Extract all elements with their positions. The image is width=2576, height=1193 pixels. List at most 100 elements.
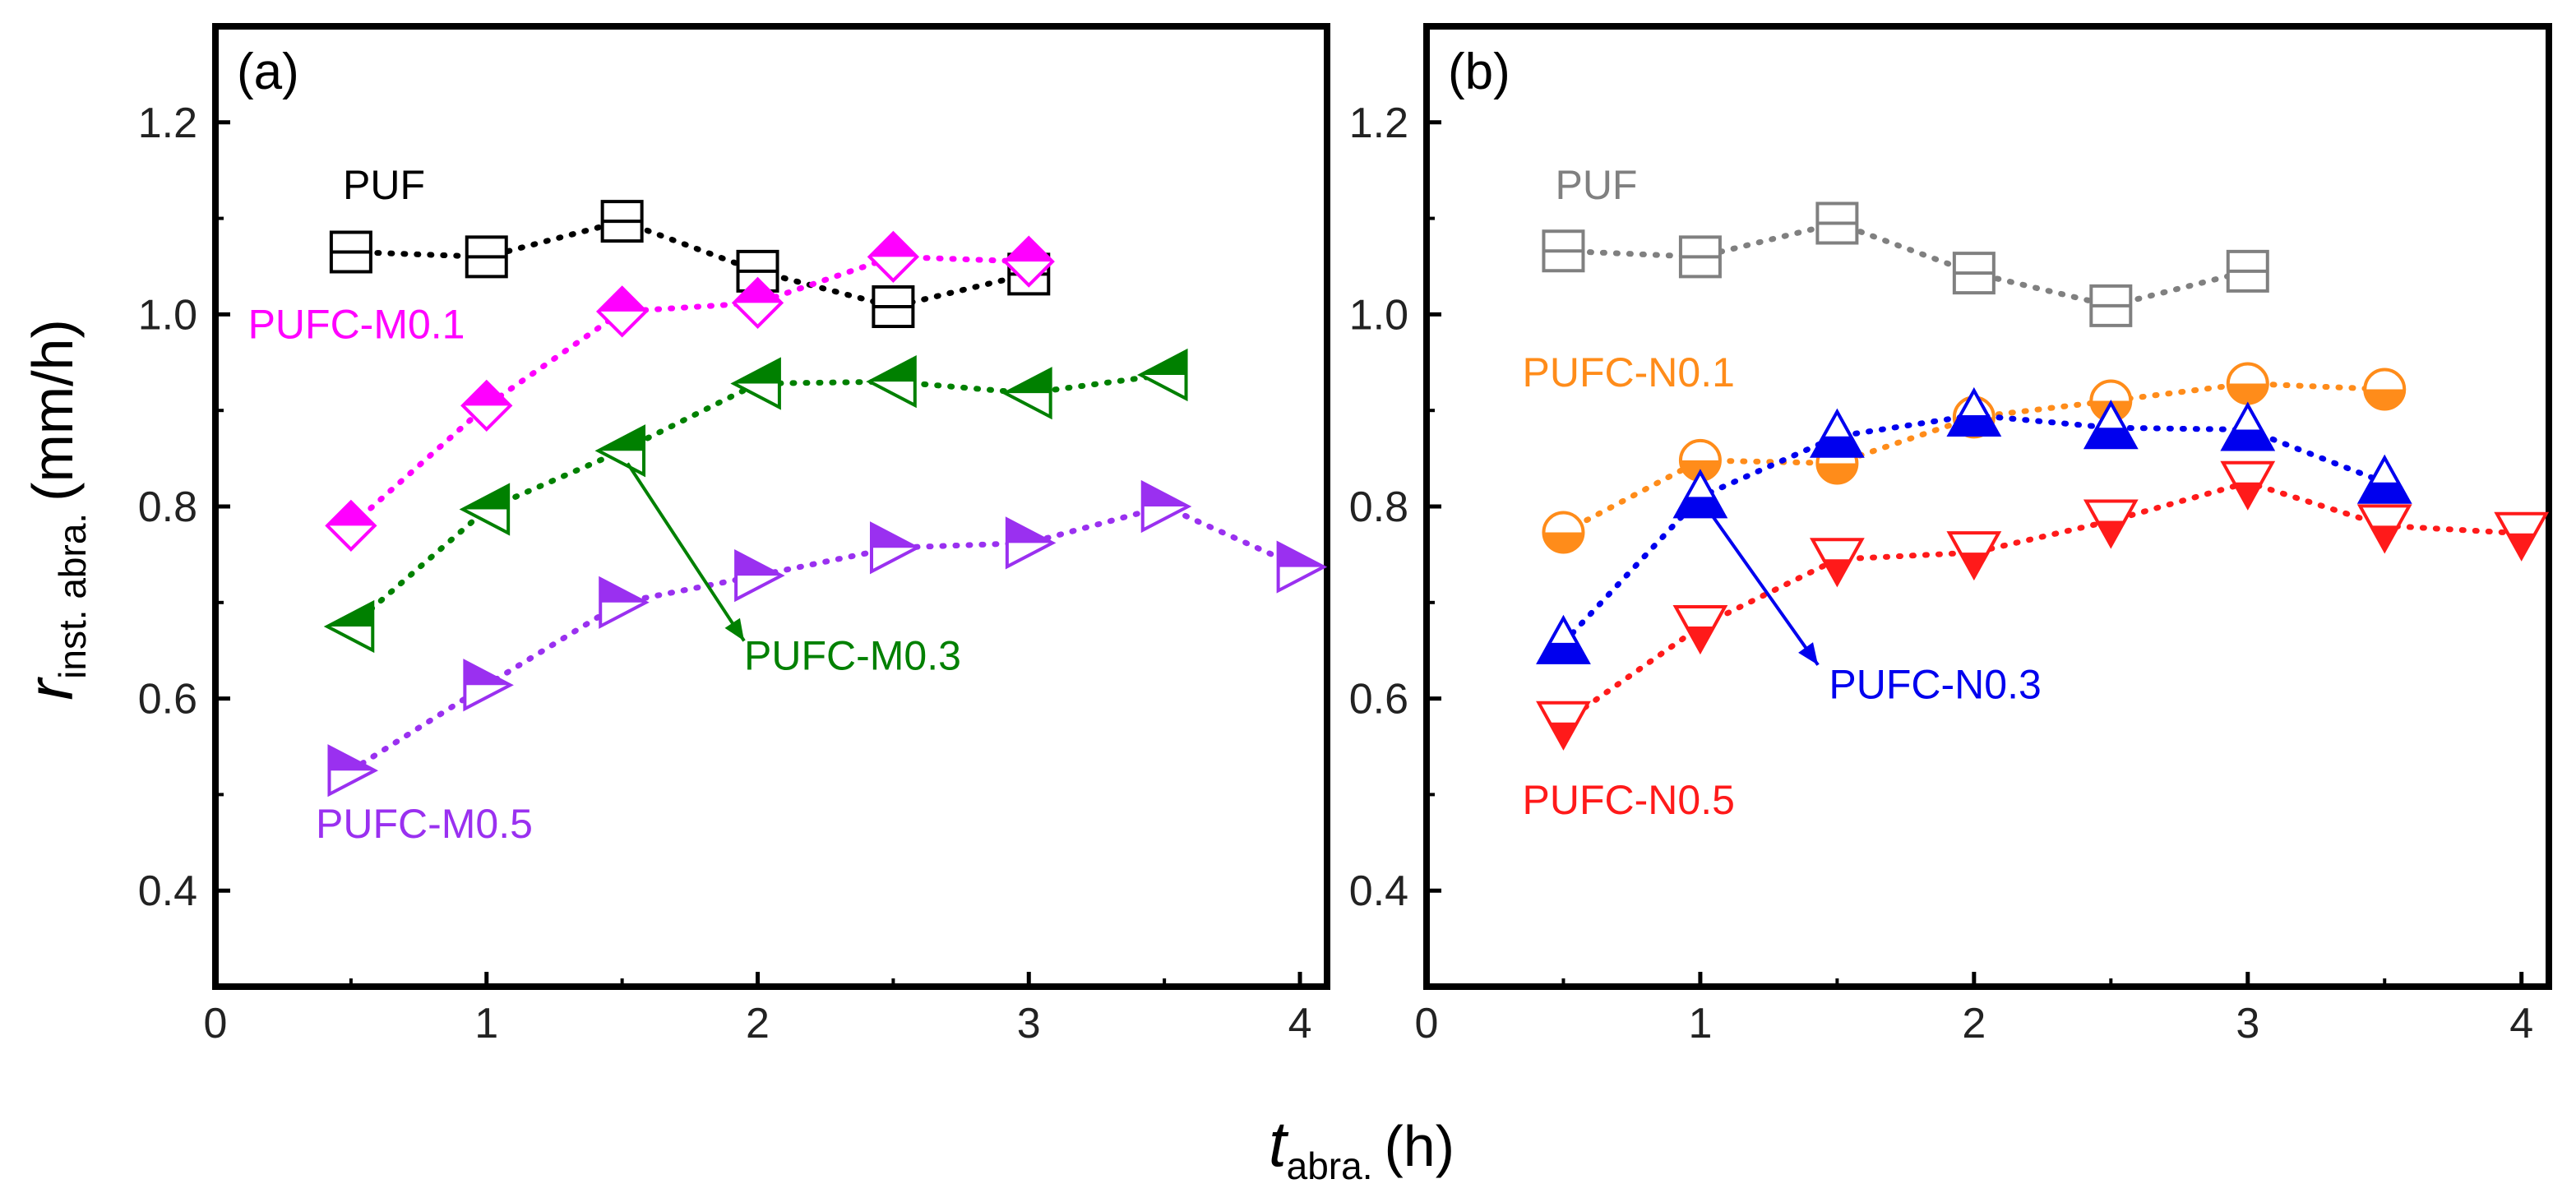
x-axis-title: tabra. (h) — [1269, 1107, 1454, 1187]
x-tick-label: 0 — [1415, 1000, 1439, 1047]
series-line — [348, 503, 1303, 774]
data-point — [1276, 540, 1328, 594]
series-PUFC-M0.1 — [325, 230, 1055, 552]
y-tick-label: 0.8 — [1349, 483, 1408, 531]
data-point — [460, 379, 513, 432]
y-tick-label: 1.2 — [138, 99, 197, 147]
y-tick-label: 0.4 — [138, 867, 197, 915]
x-tick-label: 4 — [1288, 1000, 1312, 1047]
data-point — [599, 576, 650, 629]
data-point — [1005, 516, 1057, 570]
x-tick-label: 0 — [204, 1000, 228, 1047]
data-point — [736, 249, 779, 293]
data-point — [596, 285, 649, 338]
data-point — [465, 235, 508, 279]
data-point — [2226, 362, 2269, 405]
y-axis-subscript: inst. abra. — [51, 513, 94, 679]
data-point — [594, 424, 646, 478]
data-point — [459, 483, 511, 536]
data-point — [323, 599, 375, 654]
data-point — [866, 355, 917, 409]
data-point — [1137, 348, 1188, 402]
data-point — [869, 521, 921, 575]
data-point — [2226, 249, 2269, 293]
series-PUF — [1542, 201, 2269, 327]
data-point — [731, 276, 784, 330]
data-point — [1815, 201, 1859, 245]
data-point — [1672, 469, 1728, 519]
series-line — [1560, 220, 2251, 309]
annotation-arrow — [1704, 505, 1820, 666]
y-tick-label: 0.6 — [1349, 676, 1408, 724]
arrow-head — [1798, 642, 1819, 665]
svg-text:rinst. abra.(mm/h): rinst. abra. (mm/h) — [14, 319, 94, 701]
series-PUFC-M0.3 — [323, 348, 1188, 654]
y-axis-title: rinst. abra. (mm/h) — [14, 319, 94, 701]
series-label: PUFC-N0.3 — [1829, 662, 2041, 708]
series-line — [1560, 479, 2525, 726]
annotation-arrow — [626, 462, 746, 642]
series-label: PUF — [1555, 162, 1637, 208]
data-point — [1001, 367, 1052, 420]
data-point — [867, 230, 920, 283]
data-point — [1809, 408, 1865, 458]
data-point — [1952, 252, 1996, 295]
data-point — [2494, 511, 2550, 562]
data-point — [2220, 401, 2276, 451]
panel-label: (a) — [237, 44, 299, 100]
data-point — [1946, 386, 2002, 437]
x-axis-unit: (h) — [1384, 1114, 1454, 1178]
data-point — [2083, 499, 2139, 549]
x-tick-label: 1 — [474, 1000, 498, 1047]
data-point — [1002, 235, 1055, 288]
x-axis-subscript: abra. — [1287, 1144, 1373, 1187]
data-point — [1542, 511, 1585, 554]
data-point — [1536, 701, 1591, 751]
x-tick-label: 1 — [1688, 1000, 1712, 1047]
x-tick-label: 3 — [1017, 1000, 1041, 1047]
data-point — [2363, 368, 2407, 411]
data-point — [2356, 454, 2412, 504]
x-tick-label: 2 — [1962, 1000, 1986, 1047]
data-point — [329, 230, 372, 274]
x-axis-var: t — [1269, 1107, 1289, 1180]
y-tick-label: 0.8 — [138, 483, 197, 531]
y-tick-label: 1.0 — [138, 291, 197, 339]
series-label: PUFC-M0.5 — [316, 801, 533, 847]
data-point — [325, 499, 377, 552]
data-point — [2220, 460, 2276, 511]
data-point — [463, 659, 514, 712]
data-point — [1542, 229, 1585, 273]
x-tick-label: 3 — [2236, 1000, 2259, 1047]
series-label: PUFC-N0.1 — [1523, 349, 1735, 395]
series-PUFC-N0.3 — [1536, 386, 2412, 664]
data-point — [1672, 605, 1728, 655]
data-point — [327, 744, 379, 798]
series-PUFC-N0.5 — [1536, 460, 2550, 751]
data-point — [2083, 400, 2139, 450]
y-tick-label: 1.0 — [1349, 291, 1408, 339]
series-label: PUFC-M0.3 — [744, 633, 961, 679]
panel-a: 0 1 2 3 4 0.4 0.6 0.8 1.0 1.2 (a) PUF PUFC-M0.1 PUFC-… — [138, 23, 1330, 1047]
data-point — [1809, 538, 1865, 588]
data-point — [730, 357, 781, 410]
y-tick-label: 1.2 — [1349, 99, 1408, 147]
series-line — [348, 218, 1032, 310]
data-point — [600, 200, 644, 243]
series-PUFC-M0.5 — [327, 479, 1328, 798]
data-point — [1536, 614, 1591, 664]
data-point — [734, 548, 785, 603]
data-point — [2356, 504, 2412, 554]
data-point — [1140, 479, 1192, 534]
arrow-head — [724, 617, 745, 641]
panel-b: 0 1 2 3 4 0.4 0.6 0.8 1.0 1.2 (b) PUF PUFC-N0.1 PUFC-… — [1349, 23, 2552, 1047]
x-tick-label: 4 — [2509, 1000, 2533, 1047]
panel-label: (b) — [1448, 44, 1510, 100]
data-point — [872, 285, 915, 329]
x-tick-label: 2 — [746, 1000, 770, 1047]
data-point — [1946, 531, 2002, 581]
data-point — [1678, 235, 1722, 279]
y-axis-var: r — [14, 677, 86, 701]
series-label: PUFC-N0.5 — [1523, 777, 1735, 823]
